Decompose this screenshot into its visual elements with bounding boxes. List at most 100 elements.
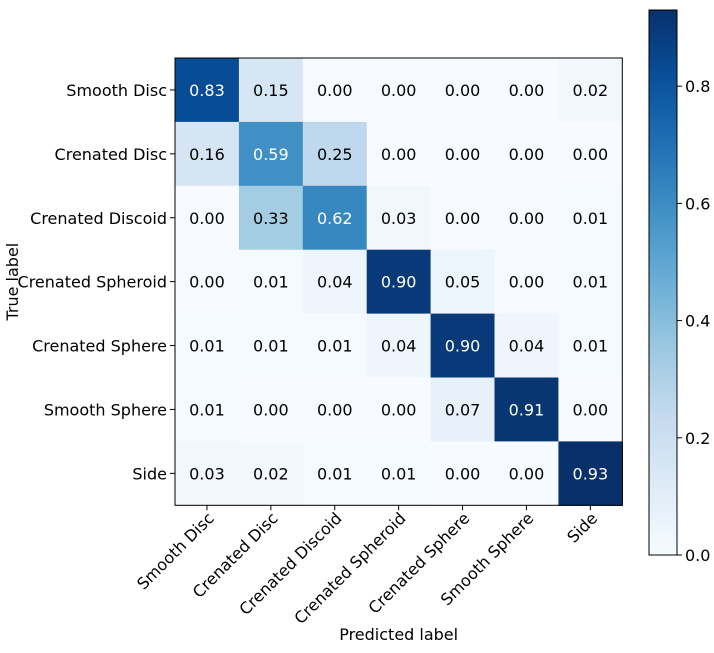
colorbar-tick-label: 0.4 [685,312,710,331]
cell-value-label: 0.00 [573,145,609,164]
cell-value-label: 0.00 [189,273,225,292]
cell-value-label: 0.00 [253,400,289,419]
y-axis-ticks: Smooth Disc Crenated Disc Crenated Discoid… [18,81,175,483]
heatmap-cell [366,377,432,442]
heatmap-cell [175,58,240,123]
heatmap-cell [494,185,559,251]
cell-value-label: 0.90 [381,273,417,292]
heatmap-cell [302,441,368,506]
heatmap-cell [366,185,432,251]
heatmap-cell [175,121,240,187]
cell-value-label: 0.00 [189,209,225,228]
heatmap-cell [494,249,559,315]
colorbar-tick-label: 0.8 [685,77,710,96]
y-tick-label: Side [132,464,167,483]
heatmap-cell [238,58,304,123]
cell-value-label: 0.01 [253,337,289,356]
x-tick-label: Crenated Spheroid [290,509,409,628]
x-axis-label: Predicted label [339,625,458,644]
heatmap-cell [430,441,496,506]
cell-value-label: 0.00 [445,209,481,228]
cell-value-label: 0.00 [509,464,545,483]
heatmap-cell [238,441,304,506]
y-tick-label: Crenated Spheroid [18,273,167,292]
cell-value-label: 0.90 [445,337,481,356]
heatmap-cell [302,313,368,379]
cell-value-label: 0.00 [509,273,545,292]
colorbar-tick-label: 0.6 [685,194,710,213]
cell-value-label: 0.03 [189,464,225,483]
cell-value-label: 0.01 [573,337,609,356]
cell-value-label: 0.00 [445,145,481,164]
heatmap-cell [430,58,496,123]
y-tick-label: Crenated Discoid [30,209,167,228]
colorbar-tick-label: 0.2 [685,429,710,448]
cell-value-label: 0.01 [253,273,289,292]
heatmap-cell [494,313,559,379]
cell-value-label: 0.00 [445,464,481,483]
colorbar [648,9,678,556]
heatmap-cell [366,58,432,123]
y-axis-label: True label [3,243,22,322]
heatmap-cell [558,58,623,123]
cell-value-label: 0.25 [317,145,353,164]
cell-value-label: 0.33 [253,209,289,228]
heatmap-cell [175,377,240,442]
heatmap-cells [175,58,623,506]
cell-value-label: 0.00 [381,81,417,100]
heatmap-cell [430,249,496,315]
heatmap-cell [430,377,496,442]
cell-value-label: 0.01 [381,464,417,483]
cell-value-label: 0.02 [253,464,289,483]
y-tick-label: Smooth Sphere [44,400,167,419]
cell-value-label: 0.01 [573,209,609,228]
cell-value-label: 0.02 [573,81,609,100]
cell-value-label: 0.03 [381,209,417,228]
heatmap-cell [238,185,304,251]
heatmap-cell [175,441,240,506]
heatmap-cell [238,249,304,315]
heatmap-cell [558,441,623,506]
cell-value-label: 0.93 [573,464,609,483]
y-tick-label: Smooth Disc [66,81,167,100]
cell-value-label: 0.15 [253,81,289,100]
cell-value-label: 0.04 [509,337,545,356]
cell-value-label: 0.83 [189,81,225,100]
heatmap-cell [302,185,368,251]
heatmap-cell [238,121,304,187]
cell-value-label: 0.62 [317,209,353,228]
cell-value-label: 0.59 [253,145,289,164]
cell-value-label: 0.00 [317,81,353,100]
cell-value-label: 0.00 [381,400,417,419]
cell-value-label: 0.04 [317,273,353,292]
cell-value-label: 0.00 [381,145,417,164]
heatmap-cell [558,249,623,315]
colorbar-tick-label: 0.0 [685,546,710,565]
y-tick-label: Crenated Disc [55,145,167,164]
heatmap-cell [366,313,432,379]
y-tick-label: Crenated Sphere [32,337,167,356]
heatmap-cell [238,313,304,379]
cell-value-label: 0.91 [509,400,545,419]
heatmap-cell [430,313,496,379]
heatmap-cell [175,313,240,379]
heatmap-cell [175,185,240,251]
heatmap-cell [302,121,368,187]
heatmap-cell [494,377,559,442]
cell-value-label: 0.05 [445,273,481,292]
cell-value-label: 0.01 [189,400,225,419]
heatmap-cell [430,121,496,187]
heatmap-cell [494,58,559,123]
cell-value-label: 0.01 [317,337,353,356]
cell-value-label: 0.00 [509,209,545,228]
cell-value-label: 0.00 [509,81,545,100]
heatmap-cell [494,441,559,506]
heatmap-cell [238,377,304,442]
heatmap-cell [558,377,623,442]
heatmap-cell [558,313,623,379]
cell-value-label: 0.00 [445,81,481,100]
cell-value-label: 0.00 [509,145,545,164]
